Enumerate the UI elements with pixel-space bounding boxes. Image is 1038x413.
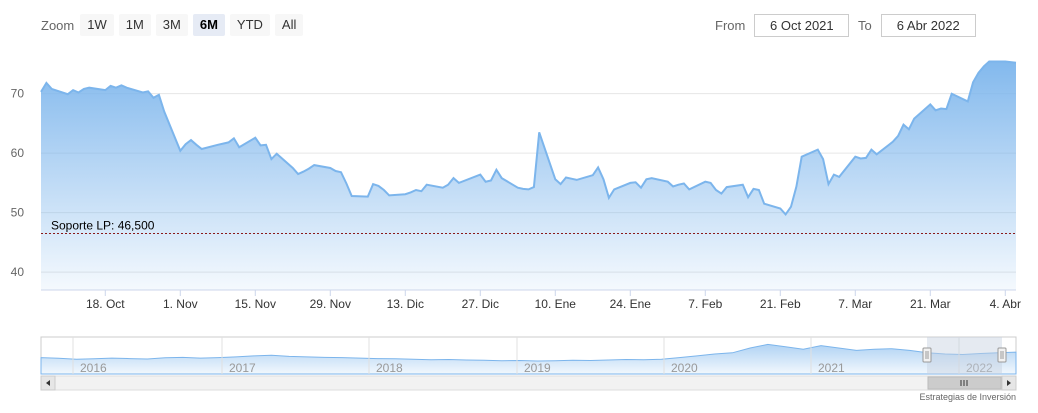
date-from-group: From 6 Oct 2021 — [715, 14, 850, 37]
zoom-button-all[interactable]: All — [274, 14, 304, 36]
navigator-selection[interactable] — [927, 337, 1002, 374]
navigator-year-label: 2018 — [376, 361, 403, 375]
from-label: From — [715, 18, 746, 33]
x-tick-label: 24. Ene — [610, 297, 652, 311]
zoom-button-6m[interactable]: 6M — [192, 14, 225, 36]
series-area-fill — [41, 61, 1016, 290]
navigator-year-label: 2017 — [229, 361, 256, 375]
arrow-right-icon — [1007, 380, 1011, 386]
y-tick-label: 40 — [11, 265, 25, 279]
x-tick-label: 21. Mar — [910, 297, 951, 311]
y-tick-label: 70 — [11, 87, 25, 101]
series-line — [40, 60, 1017, 217]
navigator-handle-right[interactable] — [997, 347, 1007, 363]
x-tick-label: 29. Nov — [310, 297, 351, 311]
scrollbar-track[interactable] — [40, 375, 1017, 391]
y-axis: 40 50 60 70 — [11, 87, 25, 279]
x-tick-label: 21. Feb — [760, 297, 801, 311]
y-tick-label: 60 — [11, 146, 25, 160]
navigator-handle-left[interactable] — [922, 347, 932, 363]
zoom-label: Zoom — [41, 17, 75, 33]
scrollbar[interactable] — [40, 375, 1017, 391]
x-tick-label: 15. Nov — [235, 297, 276, 311]
to-label: To — [858, 18, 872, 33]
to-date-input[interactable]: 6 Abr 2022 — [880, 14, 976, 37]
navigator-year-label: 2022 — [966, 361, 993, 375]
x-axis: 18. Oct 1. Nov 15. Nov 29. Nov 13. Dic 27. Di… — [41, 289, 1021, 311]
x-tick-label: 4. Abr — [990, 297, 1021, 311]
x-tick-label: 7. Feb — [688, 297, 722, 311]
from-date-input[interactable]: 6 Oct 2021 — [754, 14, 850, 37]
support-label: Soporte LP: 46,500 — [51, 218, 155, 232]
y-tick-label: 50 — [11, 206, 25, 220]
navigator-year-label: 2016 — [80, 361, 107, 375]
x-tick-label: 27. Dic — [462, 297, 499, 311]
navigator-series — [40, 343, 1017, 375]
x-tick-label: 1. Nov — [163, 297, 198, 311]
zoom-button-1w[interactable]: 1W — [80, 14, 114, 36]
x-tick-label: 13. Dic — [387, 297, 424, 311]
x-tick-label: 18. Oct — [86, 297, 125, 311]
date-to-group: To 6 Abr 2022 — [858, 14, 976, 37]
navigator-year-label: 2020 — [671, 361, 698, 375]
watermark: Estrategias de Inversión — [919, 392, 1016, 402]
zoom-button-1m[interactable]: 1M — [118, 14, 151, 36]
arrow-left-icon — [46, 380, 50, 386]
series-area — [40, 60, 1017, 290]
navigator[interactable]: 2016 2017 2018 2019 2020 2021 2022 — [40, 336, 1017, 375]
navigator-year-label: 2019 — [524, 361, 551, 375]
range-selector: Zoom 1W 1M 3M 6M YTD All — [41, 13, 308, 37]
zoom-button-3m[interactable]: 3M — [155, 14, 188, 36]
support-line: Soporte LP: 46,500 — [41, 218, 1016, 234]
navigator-year-label: 2021 — [818, 361, 845, 375]
x-tick-label: 7. Mar — [838, 297, 872, 311]
x-tick-label: 10. Ene — [535, 297, 577, 311]
zoom-button-ytd[interactable]: YTD — [229, 14, 270, 36]
